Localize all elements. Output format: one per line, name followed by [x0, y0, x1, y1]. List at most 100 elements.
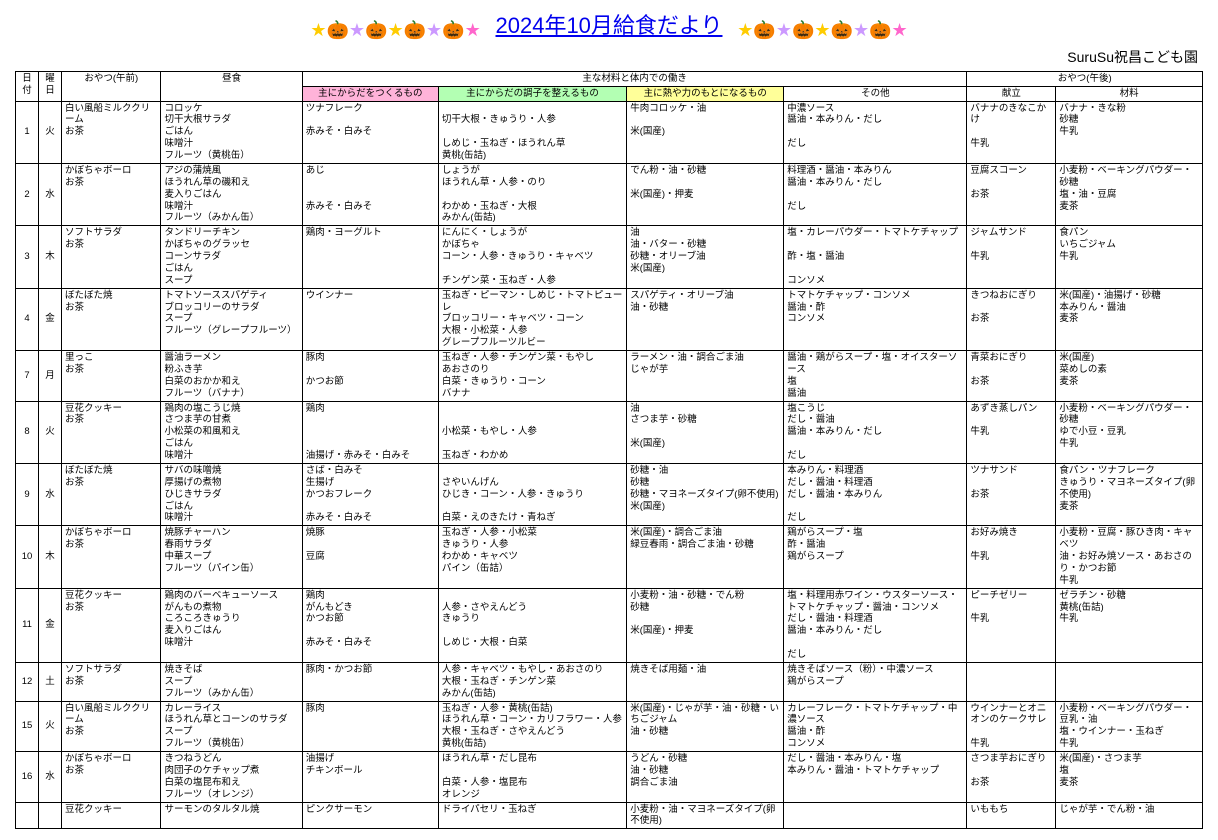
cell-lunch: 焼きそばスープフルーツ（みかん缶） [161, 662, 302, 701]
cell-menu: あずき蒸しパン牛乳 [967, 401, 1056, 463]
cell-snack_am: 豆花クッキーお茶 [62, 401, 161, 463]
cell-date: 3 [16, 226, 39, 288]
cell-lunch: 醤油ラーメン粉ふき芋白菜のおかか和えフルーツ（バナナ） [161, 351, 302, 402]
cell-menu: いももち [967, 802, 1056, 829]
th-material: 材料 [1056, 86, 1203, 101]
cell-cond: 玉ねぎ・ピーマン・しめじ・トマトピューレブロッコリー・キャベツ・コーン大根・小松… [438, 288, 626, 350]
cell-other: トマトケチャップ・コンソメ醤油・酢コンソメ [784, 288, 967, 350]
cell-day: 水 [39, 463, 62, 525]
cell-menu: ツナサンドお茶 [967, 463, 1056, 525]
cell-heat: 砂糖・油砂糖砂糖・マヨネーズタイプ(卵不使用)米(国産) [627, 463, 784, 525]
cell-mat: 小麦粉・豆腐・豚ひき肉・キャベツ油・お好み焼ソース・あおさのり・かつお節牛乳 [1056, 526, 1203, 588]
cell-day: 月 [39, 351, 62, 402]
cell-cond: ドライパセリ・玉ねぎ [438, 802, 626, 829]
cell-day: 火 [39, 701, 62, 752]
cell-cond: にんにく・しょうがかぼちゃコーン・人参・きゅうり・キャベツチンゲン菜・玉ねぎ・人… [438, 226, 626, 288]
cell-date [16, 802, 39, 829]
cell-cond: 人参・さやえんどうきゅうりしめじ・大根・白菜 [438, 588, 626, 662]
cell-menu: きつねおにぎりお茶 [967, 288, 1056, 350]
cell-cond: 玉ねぎ・人参・小松菜きゅうり・人参わかめ・キャベツパイン（缶詰） [438, 526, 626, 588]
th-body: 主にからだをつくるもの [302, 86, 438, 101]
decor-icon: ★ [310, 20, 326, 40]
page-header: ★🎃★🎃★🎃★🎃★ 2024年10月給食だより ★🎃★🎃★🎃★🎃★ [0, 0, 1218, 45]
cell-cond: 人参・キャベツ・もやし・あおさのり大根・玉ねぎ・チンゲン菜みかん(缶詰) [438, 662, 626, 701]
cell-body: ピンクサーモン [302, 802, 438, 829]
cell-body: ツナフレーク赤みそ・白みそ [302, 101, 438, 163]
cell-snack_am: 豆花クッキーお茶 [62, 588, 161, 662]
cell-cond: 小松菜・もやし・人参玉ねぎ・わかめ [438, 401, 626, 463]
table-row: 9水ぼたぼた焼お茶サバの味噌焼厚揚げの煮物ひじきサラダごはん味噌汁さば・白みそ生… [16, 463, 1203, 525]
decor-icon: 🎃 [753, 20, 775, 40]
header-icons-right: ★🎃★🎃★🎃★🎃★ [737, 20, 907, 41]
th-main-group: 主な材料と体内での働き [302, 71, 967, 86]
decor-icon: ★ [426, 20, 442, 40]
table-row: 3木ソフトサラダお茶タンドリーチキンかぼちゃのグラッセコーンサラダごはんスープ鶏… [16, 226, 1203, 288]
decor-icon: 🎃 [869, 20, 891, 40]
decor-icon: 🎃 [831, 20, 853, 40]
table-row: 11金豆花クッキーお茶鶏肉のバーベキューソースがんもの煮物ころころきゅうり麦入り… [16, 588, 1203, 662]
th-snack-am: おやつ(午前) [62, 71, 161, 101]
cell-other: 焼きそばソース（粉）・中濃ソース鶏がらスープ [784, 662, 967, 701]
cell-menu: お好み焼き牛乳 [967, 526, 1056, 588]
cell-body: 油揚げチキンボール [302, 752, 438, 803]
cell-heat: 米(国産)・じゃが芋・油・砂糖・いちごジャム油・砂糖 [627, 701, 784, 752]
cell-snack_am: かぼちゃボーロお茶 [62, 752, 161, 803]
cell-body: ウインナー [302, 288, 438, 350]
cell-lunch: 鶏肉のバーベキューソースがんもの煮物ころころきゅうり麦入りごはん味噌汁 [161, 588, 302, 662]
page-title[interactable]: 2024年10月給食だより [496, 8, 723, 40]
cell-menu [967, 662, 1056, 701]
cell-snack_am: かぼちゃボーロお茶 [62, 526, 161, 588]
table-row: 15火白い風船ミルククリームお茶カレーライスほうれん草とコーンのサラダスープフル… [16, 701, 1203, 752]
cell-mat: 食パンいちごジャム牛乳 [1056, 226, 1203, 288]
cell-mat: じゃが芋・でん粉・油 [1056, 802, 1203, 829]
decor-icon: 🎃 [442, 20, 464, 40]
menu-table: 日付 曜日 おやつ(午前) 昼食 主な材料と体内での働き おやつ(午後) 主にか… [15, 71, 1203, 830]
table-row: 16水かぼちゃボーロお茶きつねうどん肉団子のケチャップ煮白菜の塩昆布和えフルーツ… [16, 752, 1203, 803]
cell-lunch: サーモンのタルタル焼 [161, 802, 302, 829]
decor-icon: ★ [853, 20, 869, 40]
table-row: 1火白い風船ミルククリームお茶コロッケ切干大根サラダごはん味噌汁フルーツ（黄桃缶… [16, 101, 1203, 163]
cell-cond: 玉ねぎ・人参・チンゲン菜・もやしあおさのり白菜・きゅうり・コーンバナナ [438, 351, 626, 402]
cell-menu: ウインナーとオニオンのケークサレ牛乳 [967, 701, 1056, 752]
cell-date: 12 [16, 662, 39, 701]
cell-other: 塩・料理用赤ワイン・ウスターソース・トマトケチャップ・醤油・コンソメだし・醤油・… [784, 588, 967, 662]
cell-date: 1 [16, 101, 39, 163]
cell-day: 水 [39, 163, 62, 225]
cell-cond: ほうれん草・だし昆布白菜・人参・塩昆布オレンジ [438, 752, 626, 803]
decor-icon: ★ [892, 20, 908, 40]
cell-date: 8 [16, 401, 39, 463]
cell-lunch: カレーライスほうれん草とコーンのサラダスープフルーツ（黄桃缶） [161, 701, 302, 752]
cell-day: 金 [39, 288, 62, 350]
cell-mat: 小麦粉・ベーキングパウダー・砂糖ゆで小豆・豆乳牛乳 [1056, 401, 1203, 463]
decor-icon: 🎃 [326, 20, 348, 40]
th-condition: 主にからだの調子を整えるもの [438, 86, 626, 101]
cell-body: 鶏肉油揚げ・赤みそ・白みそ [302, 401, 438, 463]
cell-date: 4 [16, 288, 39, 350]
cell-other: 塩・カレーパウダー・トマトケチャップ酢・塩・醤油コンソメ [784, 226, 967, 288]
school-name: SuruSu祝昌こども園 [0, 45, 1218, 71]
cell-heat: うどん・砂糖油・砂糖調合ごま油 [627, 752, 784, 803]
cell-date: 2 [16, 163, 39, 225]
table-row: 8火豆花クッキーお茶鶏肉の塩こうじ焼さつま芋の甘煮小松菜の和風和えごはん味噌汁鶏… [16, 401, 1203, 463]
cell-other: だし・醤油・本みりん・塩本みりん・醤油・トマトケチャップ [784, 752, 967, 803]
cell-day: 水 [39, 752, 62, 803]
table-row: 10木かぼちゃボーロお茶焼豚チャーハン春雨サラダ中華スープフルーツ（パイン缶）焼… [16, 526, 1203, 588]
cell-other: 塩こうじだし・醤油醤油・本みりん・だしだし [784, 401, 967, 463]
table-row: 4金ぼたぼた焼お茶トマトソーススパゲティブロッコリーのサラダスープフルーツ（グレ… [16, 288, 1203, 350]
cell-heat: 焼きそば用麺・油 [627, 662, 784, 701]
decor-icon: ★ [737, 20, 753, 40]
table-row: 7月里っこお茶醤油ラーメン粉ふき芋白菜のおかか和えフルーツ（バナナ）豚肉かつお節… [16, 351, 1203, 402]
cell-heat: 小麦粉・油・砂糖・でん粉砂糖米(国産)・押麦 [627, 588, 784, 662]
cell-mat: 小麦粉・ベーキングパウダー・豆乳・油塩・ウインナー・玉ねぎ牛乳 [1056, 701, 1203, 752]
cell-other: 醤油・鶏がらスープ・塩・オイスターソース塩醤油 [784, 351, 967, 402]
cell-body: さば・白みそ生揚げかつおフレーク赤みそ・白みそ [302, 463, 438, 525]
cell-other: 中濃ソース醤油・本みりん・だしだし [784, 101, 967, 163]
th-snack-pm-group: おやつ(午後) [967, 71, 1203, 86]
cell-mat: バナナ・きな粉砂糖牛乳 [1056, 101, 1203, 163]
table-body: 1火白い風船ミルククリームお茶コロッケ切干大根サラダごはん味噌汁フルーツ（黄桃缶… [16, 101, 1203, 829]
cell-day: 木 [39, 526, 62, 588]
cell-menu: ジャムサンド牛乳 [967, 226, 1056, 288]
cell-body: あじ赤みそ・白みそ [302, 163, 438, 225]
cell-mat: 米(国産)・油揚げ・砂糖本みりん・醤油麦茶 [1056, 288, 1203, 350]
cell-date: 9 [16, 463, 39, 525]
